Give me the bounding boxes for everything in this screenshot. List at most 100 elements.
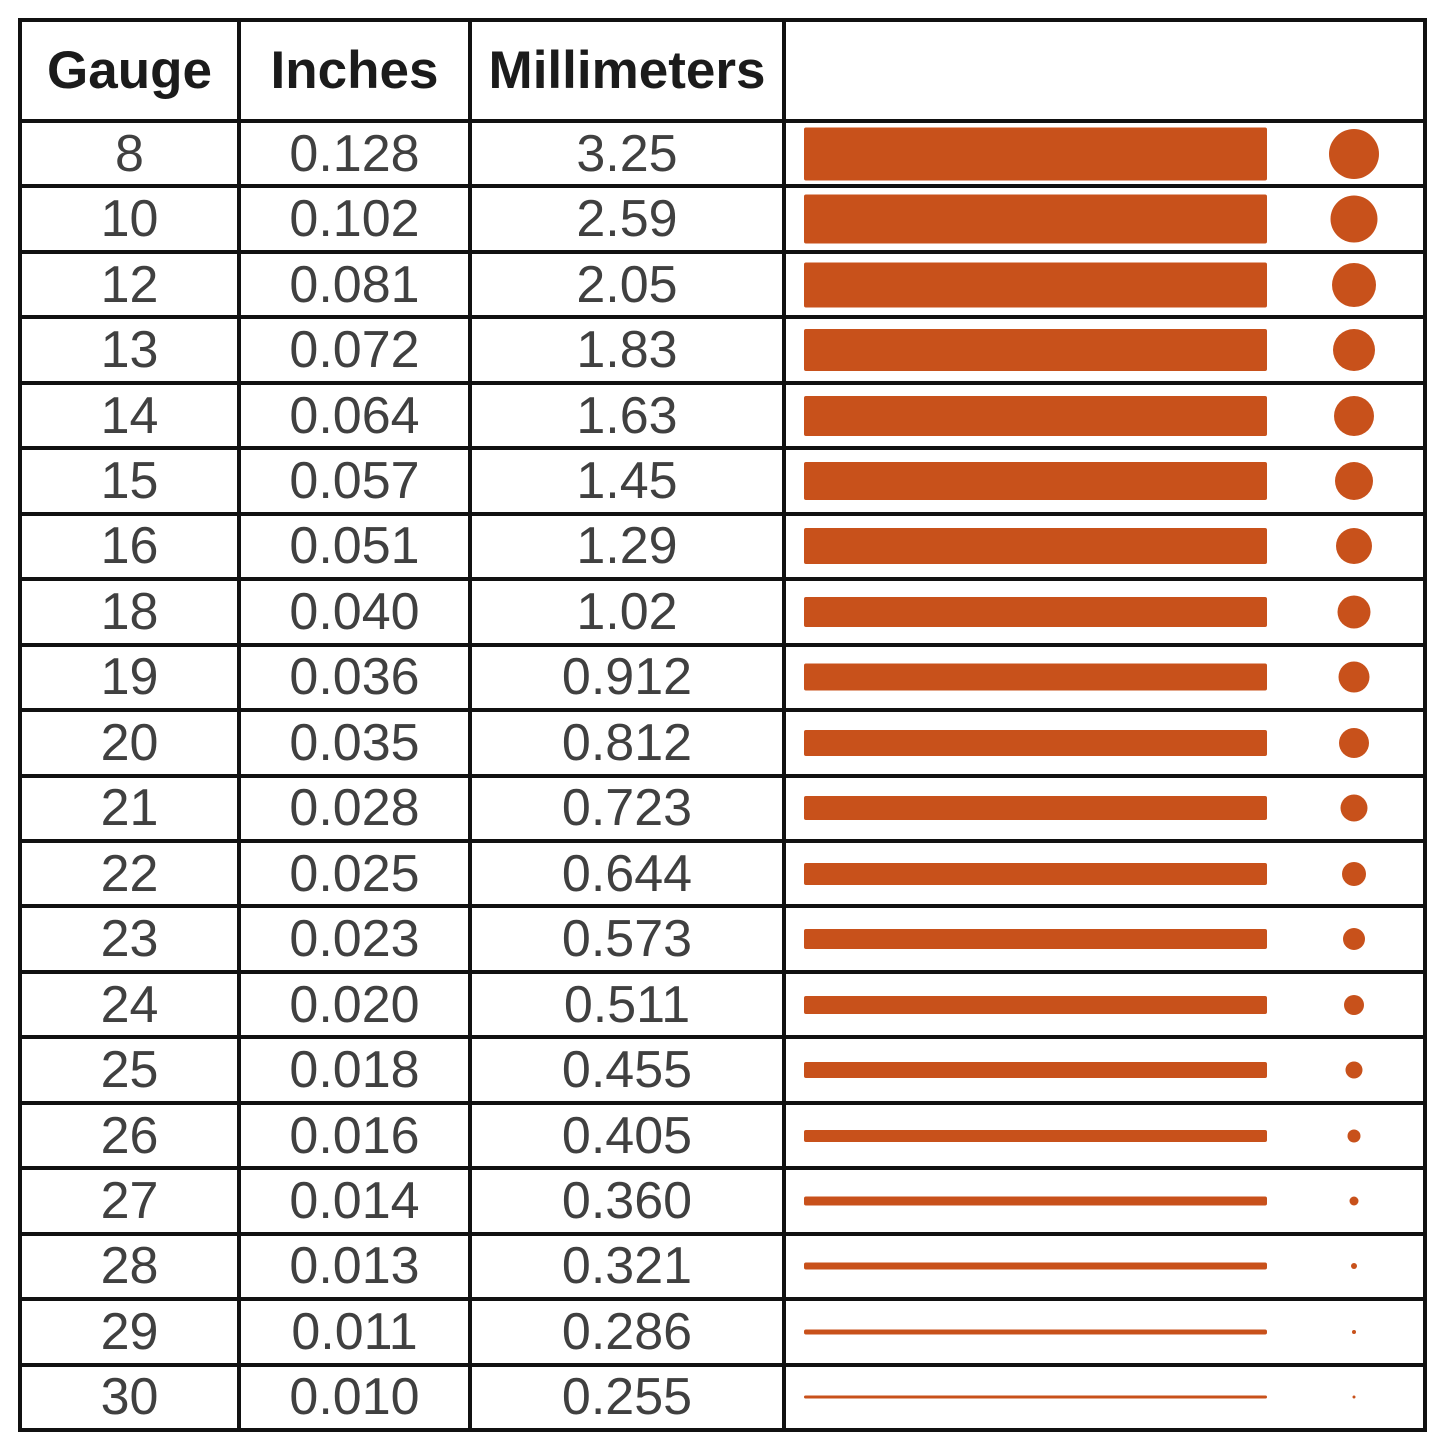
millimeters-cell: 0.405 [472, 1104, 786, 1167]
visual-cell [786, 581, 1423, 642]
gauge-cell: 25 [22, 1039, 241, 1101]
gauge-cell: 21 [22, 777, 241, 839]
inches-cell: 0.023 [241, 908, 472, 970]
visual-cell [786, 1301, 1423, 1362]
visual-cell [786, 1170, 1423, 1231]
gauge-cell: 12 [22, 253, 241, 316]
millimeters-cell: 0.812 [472, 712, 786, 774]
millimeters-cell: 0.573 [472, 908, 786, 970]
gauge-cell: 28 [22, 1235, 241, 1298]
table-row: 13 0.072 1.83 [22, 319, 1423, 385]
millimeters-cell: 0.321 [472, 1235, 786, 1298]
gauge-cell: 24 [22, 973, 241, 1036]
table-row: 20 0.035 0.812 [22, 712, 1423, 778]
inches-cell: 0.010 [241, 1366, 472, 1429]
visual-cell [786, 908, 1423, 969]
gauge-cell: 10 [22, 188, 241, 250]
wire-thickness-bar [804, 862, 1267, 885]
visual-cell [786, 1236, 1423, 1297]
visual-cell [786, 1367, 1423, 1428]
wire-thickness-bar [804, 395, 1267, 436]
wire-diameter-dot [1330, 195, 1378, 243]
visual-cell [786, 254, 1423, 315]
gauge-cell: 26 [22, 1104, 241, 1167]
table-row: 22 0.025 0.644 [22, 842, 1423, 909]
wire-diameter-dot [1343, 928, 1365, 951]
millimeters-cell: 2.05 [472, 253, 786, 316]
table-row: 30 0.010 0.255 [22, 1366, 1423, 1429]
wire-thickness-bar [804, 528, 1267, 565]
gauge-cell: 27 [22, 1170, 241, 1232]
gauge-cell: 22 [22, 842, 241, 905]
wire-diameter-dot [1335, 461, 1373, 500]
millimeters-cell: 2.59 [472, 188, 786, 250]
millimeters-cell: 3.25 [472, 123, 786, 185]
visual-cell [786, 385, 1423, 446]
millimeters-cell: 1.45 [472, 450, 786, 512]
wire-diameter-dot [1352, 1395, 1356, 1399]
wire-thickness-bar [804, 461, 1267, 500]
inches-cell: 0.035 [241, 712, 472, 774]
table-row: 21 0.028 0.723 [22, 777, 1423, 843]
wire-thickness-bar [804, 1062, 1267, 1079]
visual-cell [786, 974, 1423, 1035]
gauge-cell: 13 [22, 319, 241, 381]
visual-cell [786, 712, 1423, 773]
header-inches: Inches [241, 22, 472, 119]
wire-diameter-dot [1334, 395, 1374, 436]
inches-cell: 0.020 [241, 973, 472, 1036]
wire-thickness-bar [804, 596, 1267, 627]
gauge-cell: 8 [22, 123, 241, 185]
table-row: 25 0.018 0.455 [22, 1039, 1423, 1105]
inches-cell: 0.040 [241, 581, 472, 643]
gauge-cell: 30 [22, 1366, 241, 1429]
wire-thickness-bar [804, 1262, 1267, 1270]
gauge-cell: 20 [22, 712, 241, 774]
millimeters-cell: 1.83 [472, 319, 786, 381]
wire-thickness-bar [804, 1129, 1267, 1142]
table-row: 27 0.014 0.360 [22, 1170, 1423, 1236]
table-row: 29 0.011 0.286 [22, 1301, 1423, 1367]
inches-cell: 0.051 [241, 515, 472, 578]
wire-gauge-conversion-table: Gauge Inches Millimeters 8 0.128 3.25 10… [18, 18, 1427, 1432]
table-body: 8 0.128 3.25 10 0.102 2.59 12 0.081 2.05… [22, 123, 1423, 1429]
gauge-cell: 14 [22, 384, 241, 447]
millimeters-cell: 1.02 [472, 581, 786, 643]
gauge-cell: 29 [22, 1301, 241, 1363]
wire-thickness-bar [804, 663, 1267, 691]
wire-thickness-bar [804, 796, 1267, 821]
wire-thickness-bar [804, 729, 1267, 756]
wire-diameter-dot [1338, 661, 1370, 693]
inches-cell: 0.036 [241, 646, 472, 709]
header-millimeters: Millimeters [472, 22, 786, 119]
inches-cell: 0.064 [241, 384, 472, 447]
header-gauge: Gauge [22, 22, 241, 119]
table-row: 28 0.013 0.321 [22, 1235, 1423, 1302]
wire-diameter-dot [1337, 595, 1371, 629]
inches-cell: 0.128 [241, 123, 472, 185]
wire-thickness-bar [804, 127, 1267, 181]
inches-cell: 0.081 [241, 253, 472, 316]
millimeters-cell: 0.255 [472, 1366, 786, 1429]
wire-diameter-dot [1342, 861, 1366, 886]
visual-cell [786, 1039, 1423, 1100]
table-row: 8 0.128 3.25 [22, 123, 1423, 189]
visual-cell [786, 319, 1423, 380]
inches-cell: 0.072 [241, 319, 472, 381]
wire-thickness-bar [804, 194, 1267, 244]
millimeters-cell: 0.723 [472, 777, 786, 839]
wire-thickness-bar [804, 1196, 1267, 1206]
table-row: 23 0.023 0.573 [22, 908, 1423, 974]
visual-cell [786, 123, 1423, 184]
inches-cell: 0.057 [241, 450, 472, 512]
inches-cell: 0.013 [241, 1235, 472, 1298]
wire-thickness-bar [804, 929, 1267, 950]
table-row: 10 0.102 2.59 [22, 188, 1423, 254]
table-row: 14 0.064 1.63 [22, 384, 1423, 451]
header-visual-empty [786, 22, 1423, 119]
visual-cell [786, 450, 1423, 511]
wire-thickness-bar [804, 329, 1267, 372]
table-row: 12 0.081 2.05 [22, 253, 1423, 320]
wire-diameter-dot [1339, 727, 1369, 758]
gauge-cell: 18 [22, 581, 241, 643]
